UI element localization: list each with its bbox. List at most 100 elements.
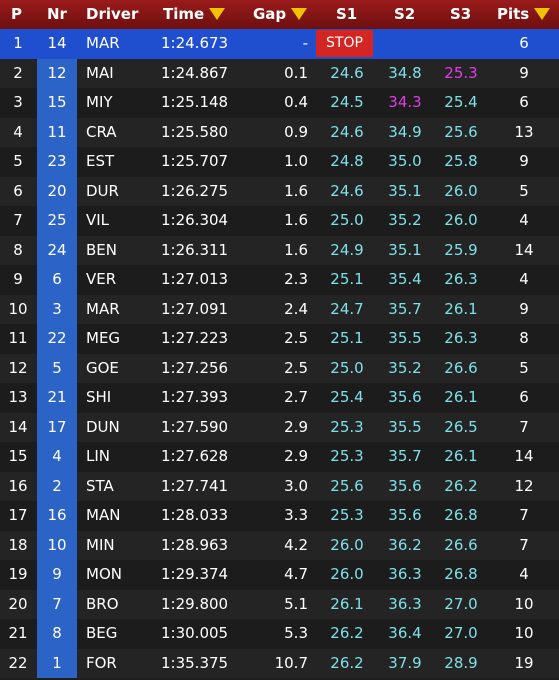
table-row[interactable]: 19 9 MON 1:29.374 4.7 26.0 36.3 26.8 4 (0, 560, 559, 590)
position-cell: 11 (8, 329, 28, 347)
sort-arrow-icon[interactable] (291, 8, 308, 20)
col-header-pits[interactable]: Pits (497, 5, 551, 23)
lap-time-cell: 1:25.707 (161, 152, 229, 170)
driver-cell: VIL (86, 211, 110, 229)
table-row[interactable]: 14 17 DUN 1:27.590 2.9 25.3 35.5 26.5 7 (0, 412, 559, 442)
lap-time-cell: 1:27.393 (161, 388, 229, 406)
table-row[interactable]: 22 1 FOR 1:35.375 10.7 26.2 37.9 28.9 19 (0, 648, 559, 678)
col-header-gap-label: Gap (253, 5, 287, 23)
sector1-cell: 24.7 (330, 299, 364, 318)
position-cell: 8 (13, 240, 23, 259)
lap-time-cell: 1:26.275 (161, 181, 229, 200)
number-badge (37, 442, 77, 472)
sector3-cell (435, 29, 487, 59)
gap-cell: 0.9 (284, 122, 308, 141)
sector2-cell: 34.8 (388, 63, 422, 82)
pits-cell: 12 (514, 476, 534, 495)
number-badge (37, 58, 77, 88)
gap-cell: 5.1 (284, 594, 308, 613)
position-cell: 20 (8, 594, 28, 613)
table-row[interactable]: 21 8 BEG 1:30.005 5.3 26.2 36.4 27.0 10 (0, 619, 559, 649)
car-number-cell: 21 (47, 388, 67, 406)
sector2-cell: 34.3 (388, 93, 422, 111)
pits-cell: 5 (519, 358, 529, 377)
table-row[interactable]: 1 14 MAR 1:24.673 - STOP 6 (0, 29, 559, 59)
car-number-cell: 2 (52, 476, 62, 495)
table-row[interactable]: 17 16 MAN 1:28.033 3.3 25.3 35.6 26.8 7 (0, 501, 559, 531)
table-row[interactable]: 10 3 MAR 1:27.091 2.4 24.7 35.7 26.1 9 (0, 294, 559, 324)
sector3-cell: 27.0 (444, 594, 478, 613)
table-row[interactable]: 7 25 VIL 1:26.304 1.6 25.0 35.2 26.0 4 (0, 206, 559, 236)
sector3-cell: 25.3 (444, 63, 478, 82)
table-row[interactable]: 11 22 MEG 1:27.223 2.5 25.1 35.5 26.3 8 (0, 324, 559, 354)
col-header-time[interactable]: Time (163, 5, 226, 23)
number-badge (37, 117, 77, 147)
number-badge (37, 383, 77, 413)
sort-arrow-icon[interactable] (209, 8, 226, 20)
table-row[interactable]: 6 20 DUR 1:26.275 1.6 24.6 35.1 26.0 5 (0, 176, 559, 206)
gap-cell: 5.3 (284, 624, 308, 642)
sector2-cell: 37.9 (388, 653, 422, 672)
pits-cell: 19 (514, 653, 534, 672)
table-row[interactable]: 9 6 VER 1:27.013 2.3 25.1 35.4 26.3 4 (0, 265, 559, 295)
sector3-cell: 26.1 (444, 388, 478, 406)
table-row[interactable]: 12 5 GOE 1:27.256 2.5 25.0 35.2 26.6 5 (0, 353, 559, 383)
gap-cell: 4.2 (284, 535, 308, 554)
sector1-cell: 26.0 (330, 535, 364, 554)
driver-cell: GOE (86, 358, 119, 377)
col-header-s1[interactable]: S1 (336, 5, 358, 23)
table-row[interactable]: 4 11 CRA 1:25.580 0.9 24.6 34.9 25.6 13 (0, 117, 559, 147)
table-row[interactable]: 5 23 EST 1:25.707 1.0 24.8 35.0 25.8 9 (0, 147, 559, 177)
car-number-cell: 15 (47, 93, 67, 111)
sector2-cell: 35.7 (388, 447, 422, 465)
gap-cell: 0.1 (284, 63, 308, 82)
lap-time-cell: 1:30.005 (161, 624, 229, 642)
driver-cell: BEN (86, 240, 117, 259)
sort-arrow-icon[interactable] (534, 8, 551, 20)
car-number-cell: 17 (47, 417, 67, 436)
table-row[interactable]: 20 7 BRO 1:29.800 5.1 26.1 36.3 27.0 10 (0, 589, 559, 619)
sector2-cell (377, 29, 433, 59)
car-number-cell: 25 (47, 211, 67, 229)
sector2-cell: 35.0 (388, 152, 422, 170)
pits-cell: 4 (519, 270, 529, 288)
driver-cell: MEG (86, 329, 121, 347)
gap-cell: 3.0 (284, 476, 308, 495)
driver-cell: SHI (86, 388, 112, 406)
col-header-driver[interactable]: Driver (86, 5, 139, 23)
position-cell: 15 (8, 447, 28, 465)
col-header-s2[interactable]: S2 (394, 5, 416, 23)
table-row[interactable]: 3 15 MIY 1:25.148 0.4 24.5 34.3 25.4 6 (0, 88, 559, 118)
lap-time-cell: 1:35.375 (161, 653, 229, 672)
sector3-cell: 26.1 (444, 447, 478, 465)
table-row[interactable]: 18 10 MIN 1:28.963 4.2 26.0 36.2 26.6 7 (0, 530, 559, 560)
col-header-position[interactable]: P (11, 5, 22, 23)
gap-cell: 1.6 (284, 240, 308, 259)
car-number-cell: 12 (47, 63, 67, 82)
sector2-cell: 36.3 (388, 565, 422, 583)
position-cell: 12 (8, 358, 28, 377)
sector1-cell: 26.2 (330, 653, 364, 672)
table-row[interactable]: 13 21 SHI 1:27.393 2.7 25.4 35.6 26.1 6 (0, 383, 559, 413)
col-header-gap[interactable]: Gap (253, 5, 308, 23)
col-header-s3[interactable]: S3 (450, 5, 472, 23)
pits-cell: 6 (519, 93, 529, 111)
car-number-cell: 1 (52, 653, 62, 672)
sector1-cell: 25.0 (330, 358, 364, 377)
lap-time-cell: 1:27.590 (161, 417, 229, 436)
position-cell: 17 (8, 506, 28, 524)
table-row[interactable]: 2 12 MAI 1:24.867 0.1 24.6 34.8 25.3 9 (0, 58, 559, 88)
pits-cell: 13 (514, 122, 534, 141)
number-badge (37, 147, 77, 177)
table-row[interactable]: 8 24 BEN 1:26.311 1.6 24.9 35.1 25.9 14 (0, 235, 559, 265)
table-row[interactable]: 15 4 LIN 1:27.628 2.9 25.3 35.7 26.1 14 (0, 442, 559, 472)
sector3-cell: 26.3 (444, 329, 478, 347)
col-header-number[interactable]: Nr (47, 5, 67, 23)
gap-cell: 4.7 (284, 565, 308, 583)
car-number-cell: 20 (47, 181, 67, 200)
pits-cell: 9 (519, 299, 529, 318)
position-cell: 1 (13, 34, 23, 52)
number-badge (37, 324, 77, 354)
table-row[interactable]: 16 2 STA 1:27.741 3.0 25.6 35.6 26.2 12 (0, 471, 559, 501)
sector2-cell: 35.6 (388, 388, 422, 406)
